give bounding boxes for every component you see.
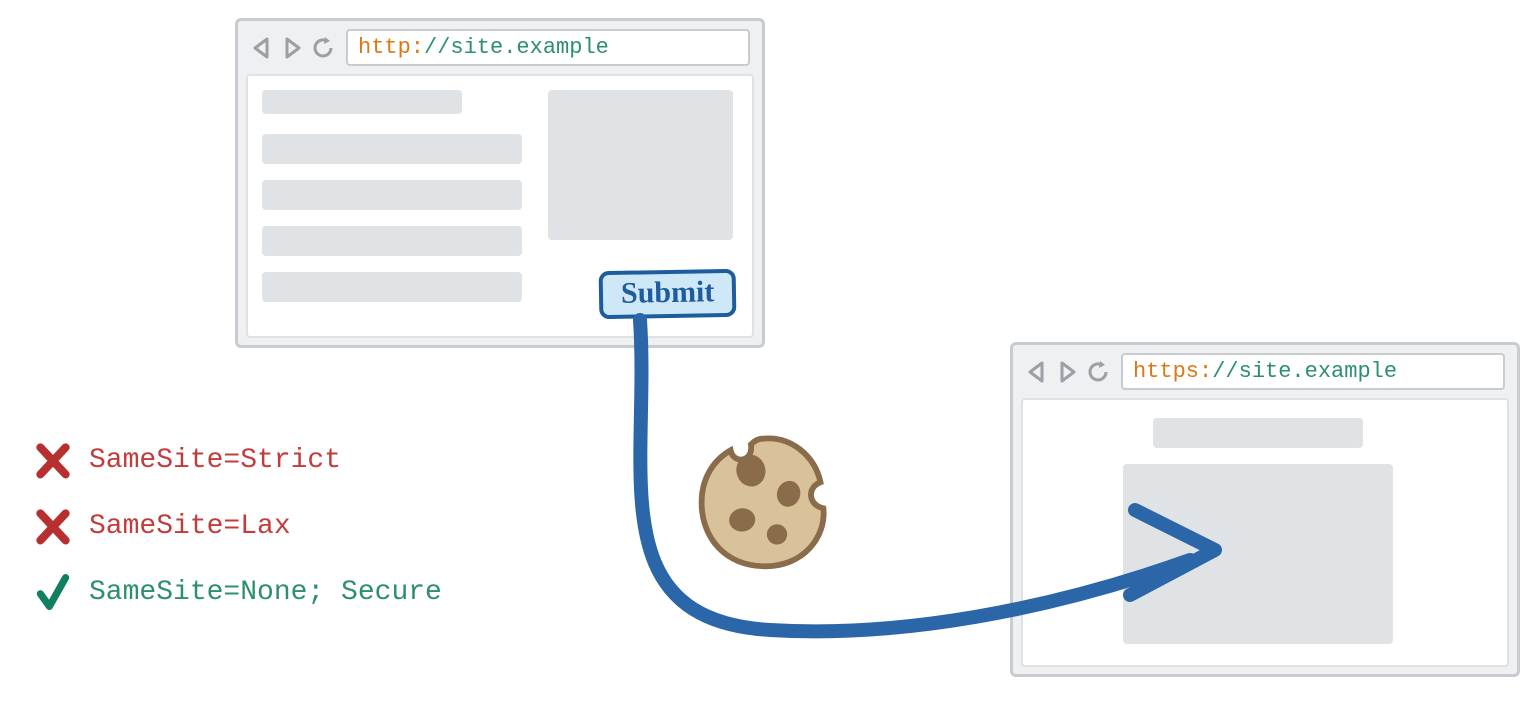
- url-scheme: https:: [1133, 359, 1212, 384]
- placeholder-line: [262, 134, 522, 164]
- submit-button[interactable]: Submit: [598, 269, 736, 319]
- page-body: [1021, 398, 1509, 667]
- forward-icon: [1055, 360, 1079, 384]
- forward-icon: [280, 36, 304, 60]
- rule-strict: SameSite=Strict: [35, 440, 442, 480]
- back-icon: [1025, 360, 1049, 384]
- placeholder-line: [262, 272, 522, 302]
- rule-none-secure: SameSite=None; Secure: [35, 572, 442, 612]
- reload-icon: [1085, 359, 1111, 385]
- x-icon: [35, 506, 71, 546]
- rule-label: SameSite=Lax: [89, 511, 291, 542]
- url-scheme: http:: [358, 35, 424, 60]
- x-icon: [35, 440, 71, 480]
- rule-label: SameSite=Strict: [89, 445, 341, 476]
- placeholder-line: [1153, 418, 1363, 448]
- browser-window-source: http://site.example Submit: [235, 18, 765, 348]
- check-icon: [35, 572, 71, 612]
- rule-lax: SameSite=Lax: [35, 506, 442, 546]
- reload-icon: [310, 35, 336, 61]
- browser-window-destination: https://site.example: [1010, 342, 1520, 677]
- url-path: //site.example: [424, 35, 609, 60]
- placeholder-line: [262, 90, 462, 114]
- rule-label: SameSite=None; Secure: [89, 577, 442, 608]
- nav-controls: [250, 35, 336, 61]
- placeholder-line: [262, 180, 522, 210]
- back-icon: [250, 36, 274, 60]
- placeholder-block: [548, 90, 733, 240]
- address-bar: http://site.example: [346, 29, 750, 66]
- page-body: Submit: [246, 74, 754, 338]
- browser-chrome: https://site.example: [1013, 345, 1517, 398]
- url-path: //site.example: [1212, 359, 1397, 384]
- placeholder-line: [262, 226, 522, 256]
- browser-chrome: http://site.example: [238, 21, 762, 74]
- cookie-icon: [690, 430, 835, 575]
- samesite-rules-list: SameSite=Strict SameSite=Lax SameSite=No…: [35, 440, 442, 638]
- placeholder-block: [1123, 464, 1393, 644]
- address-bar: https://site.example: [1121, 353, 1505, 390]
- nav-controls: [1025, 359, 1111, 385]
